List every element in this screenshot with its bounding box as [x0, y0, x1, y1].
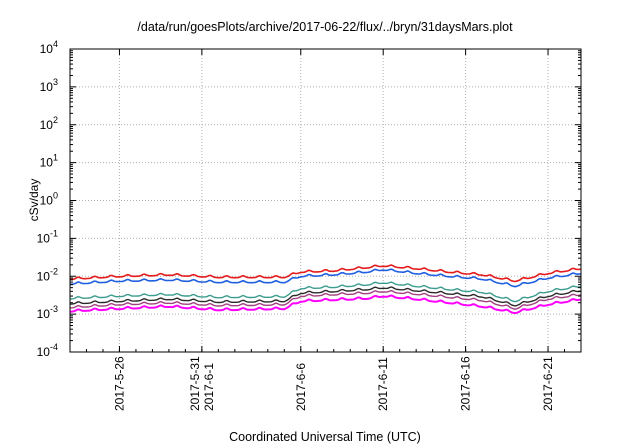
x-tick-label: 2017-5-26	[112, 356, 126, 411]
y-tick-label: 10-1	[37, 228, 58, 245]
y-axis-label: cSv/day	[27, 179, 41, 222]
series-line-1	[69, 264, 582, 283]
series-layer	[69, 264, 582, 315]
x-tick-label: 2017-6-6	[294, 363, 308, 411]
series-line-2	[69, 268, 582, 288]
x-tick-label: 2017-6-21	[541, 356, 555, 411]
y-tick-label: 101	[40, 153, 58, 170]
y-tick-label: 10-4	[37, 342, 58, 359]
y-tick-label: 100	[40, 191, 58, 208]
x-tick-label: 2017-6-11	[376, 357, 390, 411]
series-line-6	[69, 294, 582, 315]
series-line-4	[70, 286, 582, 307]
y-tick-label: 103	[40, 77, 58, 94]
series-line-3	[69, 281, 582, 303]
x-axis-label: Coordinated Universal Time (UTC)	[229, 430, 421, 444]
x-tick-label: 2017-5-31	[188, 356, 202, 411]
y-tick-label: 104	[40, 39, 58, 56]
x-tick-label: 2017-6-1	[202, 363, 216, 411]
plot-frame	[69, 48, 582, 353]
x-tick-label: 2017-6-16	[459, 356, 473, 411]
series-line-5	[69, 290, 582, 310]
y-tick-label: 10-2	[37, 266, 58, 283]
chart-title: /data/run/goesPlots/archive/2017-06-22/f…	[137, 20, 513, 34]
y-tick-label: 10-3	[37, 304, 58, 321]
y-tick-label: 102	[40, 115, 58, 132]
axis-layer: 10-4 10-3 10-2 10-1 100 101 102 103 104 2017-5-26…	[37, 39, 582, 411]
